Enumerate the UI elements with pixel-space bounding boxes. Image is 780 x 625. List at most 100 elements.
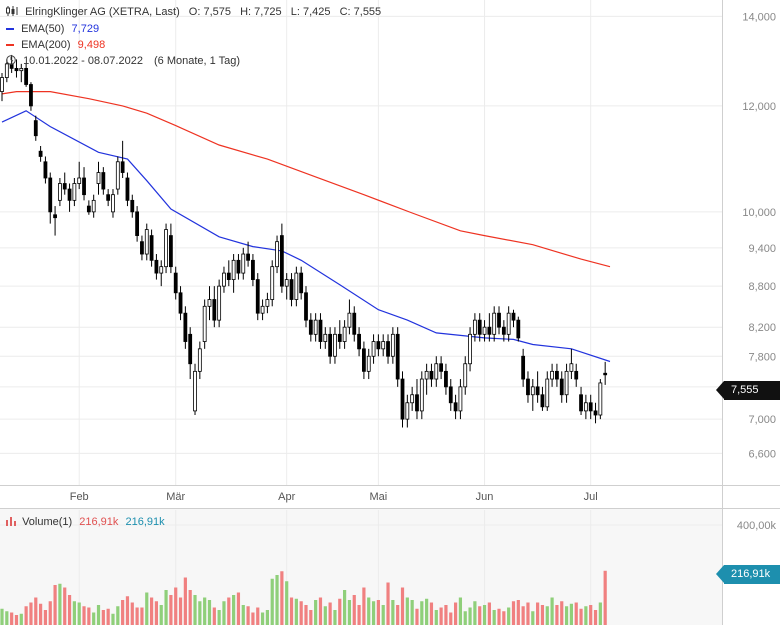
candle-body-down (86, 205, 91, 213)
candle-body-down (304, 292, 308, 321)
candle (265, 292, 270, 314)
candle (598, 379, 603, 420)
x-tick-label: Mär (166, 491, 185, 503)
ema200-legend[interactable]: EMA(200) 9,498 (6, 39, 105, 51)
candle (444, 363, 448, 395)
candle-body-up (598, 382, 603, 416)
ema200-label: EMA(200) (21, 39, 71, 51)
candle-body-down (593, 410, 598, 416)
candle-body-down (540, 394, 545, 408)
candle (38, 146, 43, 162)
candle-body-up (193, 370, 197, 412)
volume-bar (106, 608, 110, 625)
candle (62, 172, 67, 195)
candle-body-down (246, 253, 250, 261)
candle-body-down (477, 319, 482, 335)
candle-body-down (130, 199, 135, 213)
candle-body-down (511, 312, 516, 321)
candle-body-down (178, 292, 183, 314)
volume-bar (376, 600, 380, 625)
chart-title-row: ElringKlinger AG (XETRA, Last) O: 7,575 … (6, 6, 381, 18)
volume-bar (386, 582, 390, 625)
candle-body-up (550, 370, 554, 380)
candle (506, 306, 511, 342)
volume-bar (48, 601, 52, 625)
volume-bar (400, 587, 405, 625)
volume-bar (473, 601, 477, 625)
candle (197, 341, 202, 380)
candle (231, 254, 236, 293)
candle-body-down (487, 326, 492, 335)
candle (43, 156, 48, 184)
volume-bar (487, 602, 491, 625)
candle-body-down (357, 333, 361, 350)
candle-body-down (14, 67, 19, 72)
candle-body-down (82, 177, 86, 196)
candle (419, 371, 424, 420)
volume-bar (174, 587, 178, 625)
volume-label: Volume(1) (22, 516, 73, 528)
candle (53, 206, 57, 236)
candle-body-down (429, 370, 434, 380)
candle (487, 313, 492, 342)
volume-bar (58, 583, 62, 625)
volume-bar (516, 600, 520, 625)
volume-bar (439, 607, 443, 625)
candle-body-up (569, 363, 574, 372)
candle (67, 183, 72, 212)
volume-bar (5, 611, 9, 625)
volume-bar (77, 602, 81, 625)
candle (569, 348, 574, 380)
candle-body-up (144, 229, 149, 255)
candle-body-down (226, 272, 231, 280)
volume-bar (492, 610, 496, 625)
y-tick-label: 7,000 (748, 414, 776, 426)
y-tick-label: 10,000 (742, 207, 776, 219)
candle (236, 254, 241, 280)
volume-bar (478, 606, 482, 625)
candle (463, 356, 468, 395)
volume-bar (63, 587, 67, 625)
ema50-legend[interactable]: EMA(50) 7,729 (6, 23, 99, 35)
candle (390, 327, 395, 364)
candle-body-down (516, 319, 521, 339)
candle (77, 161, 82, 190)
candle-body-up (294, 272, 299, 300)
volume-legend[interactable]: Volume(1) 216,91k 216,91k (6, 516, 165, 528)
candle-body-up (405, 402, 410, 420)
volume-bar (241, 605, 245, 625)
volume-bar (569, 603, 573, 625)
candle-body-down (29, 84, 33, 107)
candle-body-up (472, 319, 477, 335)
volume-bar (145, 592, 149, 625)
candle-body-down (149, 235, 154, 261)
volume-bar-series (0, 570, 607, 625)
candle-body-down (579, 394, 583, 412)
candle-body-down (38, 150, 43, 157)
candle (410, 386, 415, 411)
candle-body-up (333, 333, 337, 357)
candle-body-down (120, 161, 125, 173)
candle-body-down (53, 214, 57, 219)
volume-bar (463, 611, 467, 625)
candle (313, 313, 318, 342)
candle-body-down (603, 372, 608, 376)
candle-body-up (410, 394, 415, 404)
volume-bar (511, 601, 516, 625)
candle (497, 306, 501, 335)
candle (24, 63, 29, 87)
candle (308, 313, 313, 342)
candle-body-up (58, 183, 62, 201)
candle-body-up (482, 326, 487, 335)
candle (212, 286, 217, 328)
volume-bar (246, 606, 250, 625)
volume-bar (111, 613, 115, 625)
candle-body-down (501, 326, 506, 335)
volume-bars-icon (6, 516, 16, 526)
candle (434, 356, 439, 387)
candle-body-up (424, 370, 429, 380)
volume-bar (222, 601, 226, 625)
candle-body-down (279, 235, 284, 287)
